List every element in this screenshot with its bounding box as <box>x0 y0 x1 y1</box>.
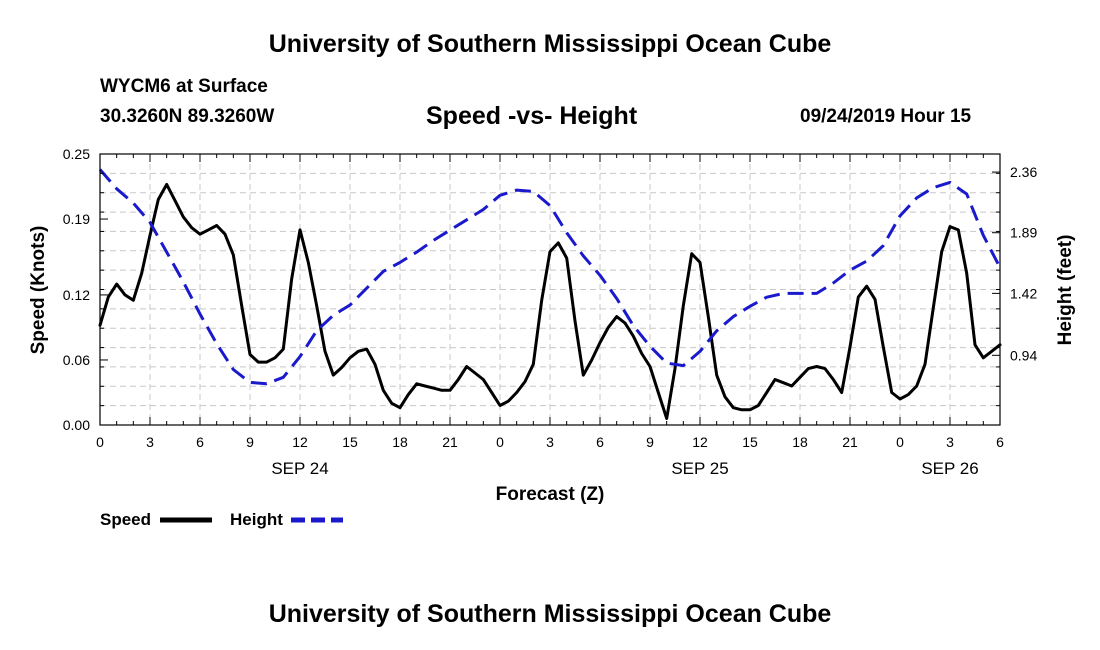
x-tick-label: 3 <box>946 434 954 450</box>
x-date-label: SEP 24 <box>271 459 328 478</box>
legend-speed-label: Speed <box>100 510 151 529</box>
x-tick-label: 18 <box>392 434 408 450</box>
left-tick-label: 0.06 <box>63 352 90 368</box>
x-tick-label: 18 <box>792 434 808 450</box>
axes: 0 3 6 9 12 15 18 21 0 3 6 9 12 15 18 21 0 3 6 SEP 24 SEP 25 S… <box>63 146 1038 478</box>
x-tick-label: 21 <box>842 434 858 450</box>
x-tick-label: 3 <box>546 434 554 450</box>
x-date-label: SEP 25 <box>671 459 728 478</box>
x-tick-label: 0 <box>496 434 504 450</box>
x-tick-label: 21 <box>442 434 458 450</box>
x-tick-label: 0 <box>896 434 904 450</box>
chart-title: Speed -vs- Height <box>426 102 638 130</box>
right-axis-label: Height (feet) <box>1055 235 1076 346</box>
x-tick-label: 15 <box>342 434 358 450</box>
x-tick-label: 3 <box>146 434 154 450</box>
left-axis-label: Speed (Knots) <box>28 226 49 355</box>
page-title: University of Southern Mississippi Ocean… <box>268 30 832 58</box>
x-tick-label: 6 <box>196 434 204 450</box>
speed-series-line <box>98 182 1002 420</box>
right-tick-label: 2.36 <box>1010 164 1037 180</box>
x-date-label: SEP 26 <box>921 459 978 478</box>
data-series <box>98 168 1002 420</box>
x-tick-label: 12 <box>292 434 308 450</box>
right-tick-label: 1.42 <box>1010 285 1037 301</box>
x-tick-label: 6 <box>596 434 604 450</box>
x-tick-label: 15 <box>742 434 758 450</box>
left-tick-label: 0.19 <box>63 211 90 227</box>
x-tick-label: 9 <box>646 434 654 450</box>
left-tick-label: 0.12 <box>63 287 90 303</box>
x-tick-label: 0 <box>96 434 104 450</box>
legend-height-label: Height <box>230 510 283 529</box>
left-tick-label: 0.25 <box>63 146 90 162</box>
legend: Speed Height <box>100 510 343 529</box>
footer-title: University of Southern Mississippi Ocean… <box>268 600 832 628</box>
right-tick-label: 0.94 <box>1010 347 1037 363</box>
forecast-datetime: 09/24/2019 Hour 15 <box>800 106 972 127</box>
x-axis-label: Forecast (Z) <box>496 484 605 505</box>
x-tick-label: 9 <box>246 434 254 450</box>
x-tick-label: 12 <box>692 434 708 450</box>
x-tick-label: 6 <box>996 434 1004 450</box>
station-coordinates: 30.3260N 89.3260W <box>100 106 275 127</box>
left-tick-label: 0.00 <box>63 417 90 433</box>
right-tick-label: 1.89 <box>1010 225 1037 241</box>
station-label: WYCM6 at Surface <box>100 76 268 97</box>
